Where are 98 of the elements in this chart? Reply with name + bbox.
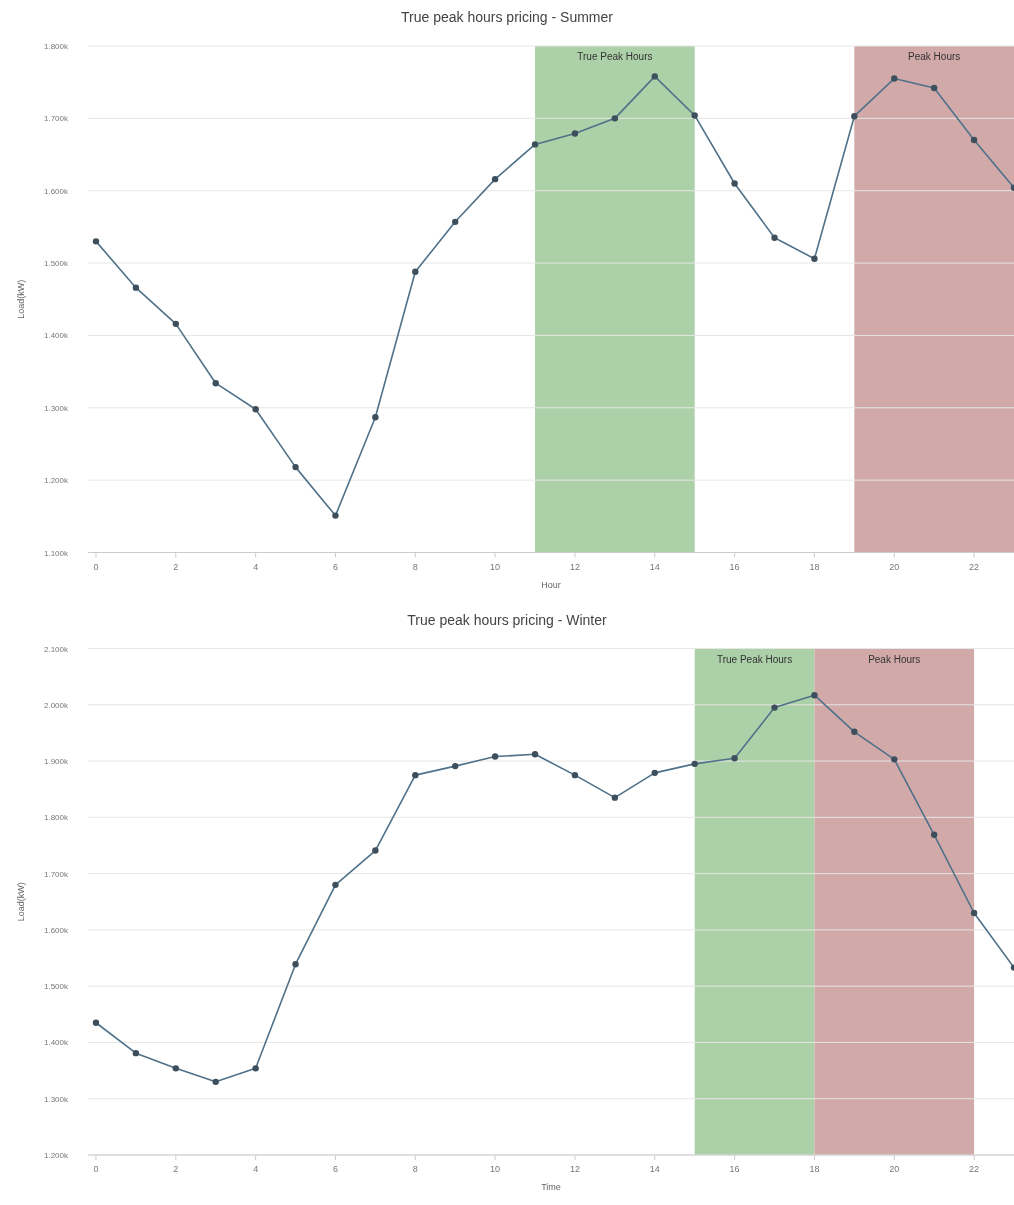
y-tick-label: 1.400k bbox=[43, 1038, 69, 1048]
y-tick-label: 1.800k bbox=[43, 813, 69, 823]
point bbox=[851, 112, 858, 120]
x-tick-label: 18 bbox=[809, 1164, 820, 1174]
point bbox=[332, 512, 339, 519]
x-tick-label: 0 bbox=[93, 561, 99, 572]
point bbox=[132, 284, 140, 291]
x-tick-label: 22 bbox=[969, 1164, 980, 1174]
chart-title: True peak hours pricing - Winter bbox=[407, 611, 608, 628]
x-tick-label: 8 bbox=[412, 1164, 418, 1174]
x-tick-label: 12 bbox=[569, 1164, 580, 1174]
y-tick-label: 1.200k bbox=[43, 476, 69, 486]
point bbox=[212, 379, 219, 387]
x-tick-label: 20 bbox=[889, 561, 900, 572]
point bbox=[930, 84, 938, 92]
x-tick-label: 22 bbox=[969, 561, 980, 572]
point bbox=[811, 255, 818, 262]
y-tick-label: 2.100k bbox=[43, 644, 69, 654]
x-tick-label: 10 bbox=[490, 1164, 501, 1174]
point bbox=[970, 136, 978, 144]
y-tick-label: 1.400k bbox=[43, 331, 69, 341]
point bbox=[252, 1065, 259, 1072]
point bbox=[212, 1078, 219, 1086]
x-tick-label: 18 bbox=[809, 561, 820, 572]
point bbox=[651, 769, 658, 777]
point bbox=[531, 141, 539, 148]
point bbox=[372, 413, 379, 421]
chart-title: True peak hours pricing - Summer bbox=[401, 9, 614, 25]
y-tick-label: 1.700k bbox=[43, 114, 69, 124]
point bbox=[452, 218, 459, 226]
point bbox=[172, 320, 180, 328]
point bbox=[691, 112, 698, 119]
x-axis-title: Time bbox=[541, 1182, 561, 1192]
point bbox=[132, 1049, 140, 1057]
point bbox=[891, 756, 898, 763]
point bbox=[491, 753, 499, 760]
x-tick-label: 10 bbox=[490, 561, 501, 572]
point bbox=[611, 794, 619, 801]
band-label: Peak Hours bbox=[868, 653, 921, 665]
band-label: True Peak Hours bbox=[577, 51, 653, 62]
y-tick-label: 2.000k bbox=[43, 700, 69, 710]
point bbox=[811, 692, 818, 699]
point bbox=[412, 771, 419, 779]
x-axis-title: Hour bbox=[541, 579, 561, 590]
y-axis-title: Load(kW) bbox=[16, 882, 26, 922]
y-tick-label: 1.700k bbox=[43, 869, 69, 879]
x-tick-label: 4 bbox=[253, 1164, 259, 1174]
x-tick-label: 2 bbox=[173, 561, 179, 572]
y-tick-label: 1.500k bbox=[43, 259, 69, 269]
point bbox=[611, 115, 619, 122]
point bbox=[452, 762, 459, 770]
band-label: True Peak Hours bbox=[716, 653, 793, 665]
point bbox=[292, 463, 299, 471]
point bbox=[930, 831, 938, 838]
point bbox=[172, 1065, 180, 1072]
point bbox=[651, 73, 658, 80]
point bbox=[731, 755, 738, 762]
point bbox=[771, 234, 778, 241]
point bbox=[412, 268, 419, 275]
point bbox=[731, 180, 738, 187]
x-tick-label: 4 bbox=[253, 561, 259, 572]
x-tick-label: 14 bbox=[649, 1164, 660, 1174]
point bbox=[771, 704, 778, 711]
point bbox=[292, 961, 299, 968]
point bbox=[891, 75, 898, 82]
y-tick-label: 1.600k bbox=[43, 925, 69, 935]
x-tick-label: 0 bbox=[93, 1164, 99, 1174]
y-tick-label: 1.300k bbox=[43, 403, 69, 413]
x-tick-label: 6 bbox=[332, 1164, 338, 1174]
x-tick-label: 16 bbox=[729, 561, 740, 572]
point bbox=[970, 909, 978, 917]
y-tick-label: 1.900k bbox=[43, 757, 69, 767]
point bbox=[92, 238, 100, 245]
y-tick-label: 1.500k bbox=[43, 982, 69, 992]
point bbox=[531, 751, 539, 758]
y-tick-label: 1.600k bbox=[43, 186, 69, 196]
point bbox=[571, 130, 579, 137]
x-tick-label: 14 bbox=[649, 561, 660, 572]
point bbox=[851, 728, 858, 735]
point bbox=[92, 1019, 100, 1026]
point bbox=[691, 760, 698, 768]
point bbox=[332, 881, 339, 889]
point bbox=[571, 771, 579, 779]
y-axis-title: Load(kW) bbox=[16, 279, 26, 319]
point bbox=[252, 406, 259, 413]
x-tick-label: 8 bbox=[412, 561, 418, 572]
point bbox=[491, 175, 499, 183]
x-tick-label: 20 bbox=[889, 1164, 900, 1174]
x-tick-label: 6 bbox=[332, 561, 338, 572]
y-tick-label: 1.300k bbox=[43, 1094, 69, 1104]
point bbox=[372, 847, 379, 854]
y-tick-label: 1.800k bbox=[43, 42, 69, 51]
band-label: Peak Hours bbox=[908, 51, 961, 62]
y-tick-label: 1.100k bbox=[43, 548, 69, 558]
y-tick-label: 1.200k bbox=[43, 1151, 69, 1160]
x-tick-label: 12 bbox=[569, 561, 580, 572]
x-tick-label: 2 bbox=[173, 1164, 179, 1174]
x-tick-label: 16 bbox=[729, 1164, 740, 1174]
